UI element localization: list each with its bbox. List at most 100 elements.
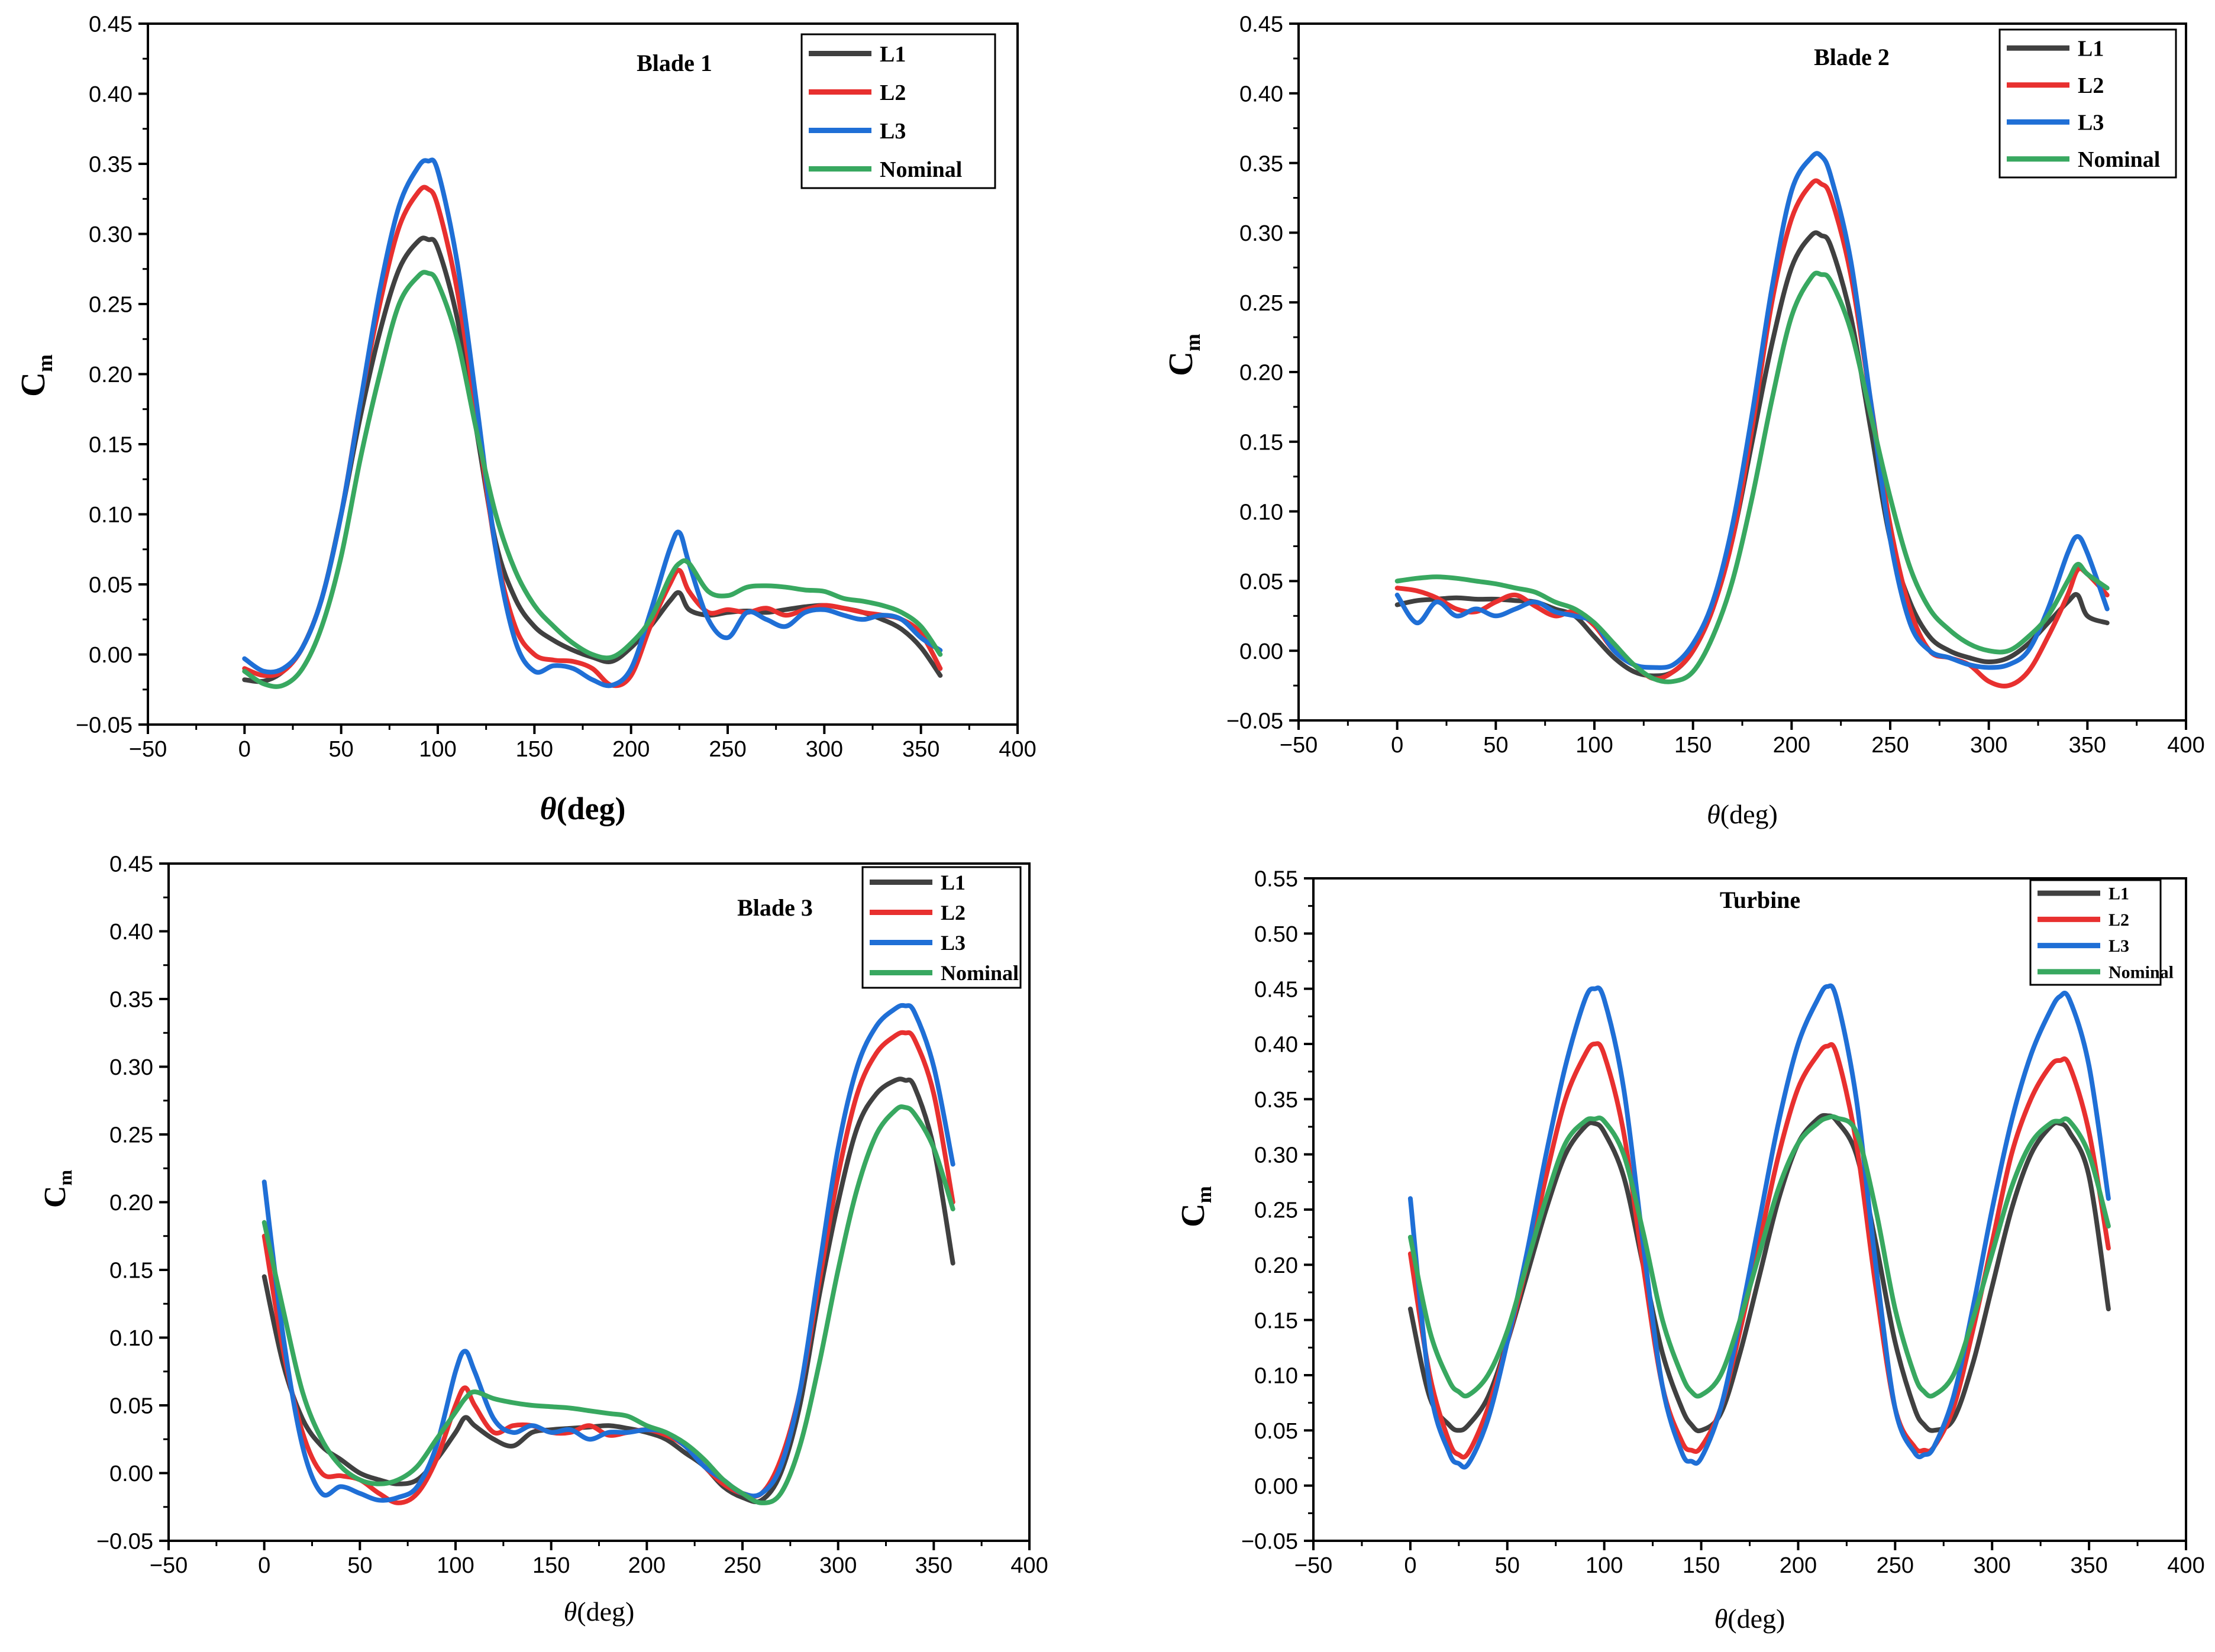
blade-3-legend-label: L2 <box>941 901 966 924</box>
blade-1-legend-label: L3 <box>880 119 906 144</box>
blade-1-y-tick-label: 0.10 <box>89 503 133 528</box>
blade-3-x-tick-label: 250 <box>724 1553 761 1578</box>
blade-2-y-axis-label: Cm <box>1161 334 1205 376</box>
turbine-x-tick-label: −50 <box>1294 1553 1332 1578</box>
blade-3-y-tick-label: 0.35 <box>109 988 153 1013</box>
blade-1-x-tick-label: 250 <box>709 737 746 762</box>
blade-3-series-l1 <box>261 1076 955 1505</box>
turbine-x-tick-label: 300 <box>1974 1553 2011 1578</box>
blade-3-x-tick-label: 400 <box>1010 1553 1048 1578</box>
turbine-series-l3 <box>1407 983 2111 1470</box>
chart-blade-3: −50 0 50 100 150 200 250 300 350 400 −0.05 0.00 0.05… <box>38 852 1048 1627</box>
blade-3-y-tick-label: −0.05 <box>96 1530 153 1554</box>
blade-3-legend-label: Nominal <box>941 961 1019 985</box>
turbine-y-tick-label: 0.45 <box>1254 977 1298 1002</box>
blade-3-y-tick-label: 0.10 <box>109 1326 153 1351</box>
blade-2-x-tick-label: 200 <box>1773 733 1810 758</box>
turbine-legend-label: Nominal <box>2109 962 2174 982</box>
blade-2-y-tick-label: 0.40 <box>1239 82 1283 106</box>
turbine-x-tick-label: 200 <box>1780 1553 1817 1578</box>
blade-1-y-tick-label: 0.30 <box>89 222 133 247</box>
blade-1-x-tick-label: −50 <box>129 737 167 762</box>
turbine-y-tick-label: 0.40 <box>1254 1033 1298 1058</box>
blade-2-x-tick-label: 100 <box>1575 733 1613 758</box>
blade-2-x-tick-label: 350 <box>2069 733 2106 758</box>
blade-2-y-tick-label: 0.45 <box>1239 12 1283 37</box>
blade-2-y-tick-label: 0.25 <box>1239 291 1283 316</box>
blade-2-legend-label: Nominal <box>2078 147 2160 172</box>
blade-2-x-axis-label: θ(deg) <box>1707 799 1778 829</box>
blade-2-x-tick-label: 300 <box>1970 733 2007 758</box>
blade-1-y-axis-label: Cm <box>14 354 57 397</box>
blade-2-x-tick-label: 50 <box>1483 733 1508 758</box>
blade-2-x-tick-label: 0 <box>1391 733 1403 758</box>
turbine-series-nominal <box>1407 1114 2111 1399</box>
blade-3-y-tick-label: 0.00 <box>109 1462 153 1486</box>
blade-2-y-tick-label: 0.30 <box>1239 221 1283 246</box>
blade-3-y-tick-label: 0.15 <box>109 1259 153 1284</box>
blade-2-legend-label: L2 <box>2078 73 2104 98</box>
blade-1-x-tick-label: 0 <box>238 737 251 762</box>
blade-1-x-tick-label: 100 <box>419 737 456 762</box>
blade-2-x-tick-label: 150 <box>1674 733 1712 758</box>
blade-3-x-tick-label: 200 <box>628 1553 666 1578</box>
blade-2-x-tick-label: −50 <box>1280 733 1318 758</box>
blade-3-x-tick-label: −50 <box>150 1553 188 1578</box>
blade-1-legend <box>800 33 996 189</box>
blade-1-y-tick-label: 0.15 <box>89 433 133 458</box>
blade-1-x-tick-label: 400 <box>999 737 1036 762</box>
chart-turbine: −50 0 50 100 150 200 250 300 350 400 −0.05 0.00 0.05… <box>1175 867 2205 1634</box>
turbine-x-axis-label: θ(deg) <box>1714 1603 1785 1634</box>
turbine-legend <box>2029 879 2162 986</box>
blade-1-y-tick-label: 0.35 <box>89 153 133 177</box>
blade-2-series-l3 <box>1394 151 2110 670</box>
turbine-y-tick-label: −0.05 <box>1241 1530 1298 1554</box>
turbine-x-tick-label: 100 <box>1586 1553 1623 1578</box>
turbine-y-tick-label: 0.05 <box>1254 1419 1298 1444</box>
blade-1-title: Blade 1 <box>637 50 712 76</box>
turbine-legend-label: L3 <box>2109 936 2129 956</box>
chart-blade-1: −50 0 50 100 150 200 250 300 350 400 −0.05 0.00 0.05… <box>14 12 1037 826</box>
blade-3-x-tick-label: 0 <box>258 1553 270 1578</box>
turbine-y-tick-label: 0.50 <box>1254 922 1298 947</box>
blade-2-y-tick-label: 0.00 <box>1239 639 1283 664</box>
blade-2-y-tick-label: 0.15 <box>1239 430 1283 455</box>
blade-2-x-tick-label: 250 <box>1871 733 1909 758</box>
turbine-y-tick-label: 0.10 <box>1254 1364 1298 1389</box>
blade-2-y-tick-label: −0.05 <box>1226 709 1283 734</box>
blade-3-legend-label: L3 <box>941 931 966 955</box>
blade-1-x-tick-label: 300 <box>806 737 843 762</box>
turbine-x-tick-label: 250 <box>1877 1553 1914 1578</box>
turbine-y-tick-label: 0.00 <box>1254 1474 1298 1499</box>
blade-3-x-axis-label: θ(deg) <box>564 1596 635 1627</box>
turbine-y-tick-label: 0.55 <box>1254 867 1298 892</box>
blade-1-y-tick-label: 0.25 <box>89 293 133 318</box>
blade-1-y-tick-label: 0.05 <box>89 573 133 598</box>
turbine-y-tick-label: 0.30 <box>1254 1143 1298 1168</box>
turbine-x-tick-label: 350 <box>2070 1553 2107 1578</box>
blade-1-x-tick-label: 50 <box>329 737 354 762</box>
blade-2-y-tick-label: 0.20 <box>1239 361 1283 386</box>
blade-1-series-l3 <box>242 157 943 688</box>
blade-3-x-tick-label: 300 <box>819 1553 857 1578</box>
blade-3-x-tick-label: 150 <box>532 1553 570 1578</box>
blade-2-x-tick-label: 400 <box>2167 733 2204 758</box>
blade-3-x-tick-label: 50 <box>347 1553 372 1578</box>
turbine-y-tick-label: 0.25 <box>1254 1198 1298 1223</box>
blade-3-title: Blade 3 <box>737 894 813 921</box>
blade-1-y-tick-label: 0.45 <box>89 12 133 37</box>
blade-3-y-tick-label: 0.20 <box>109 1191 153 1215</box>
blade-1-y-tick-label: −0.05 <box>76 713 133 738</box>
blade-3-y-tick-label: 0.30 <box>109 1055 153 1080</box>
turbine-series-l1 <box>1407 1113 2111 1434</box>
blade-2-y-tick-label: 0.05 <box>1239 570 1283 594</box>
blade-1-legend-label: Nominal <box>880 157 962 182</box>
blade-1-legend-label: L2 <box>880 80 906 105</box>
turbine-x-tick-label: 150 <box>1683 1553 1720 1578</box>
blade-1-y-tick-label: 0.00 <box>89 643 133 668</box>
turbine-y-tick-label: 0.35 <box>1254 1088 1298 1113</box>
blade-2-series-l1 <box>1394 230 2110 678</box>
blade-2-legend-label: L1 <box>2078 37 2104 62</box>
turbine-y-tick-label: 0.20 <box>1254 1253 1298 1278</box>
